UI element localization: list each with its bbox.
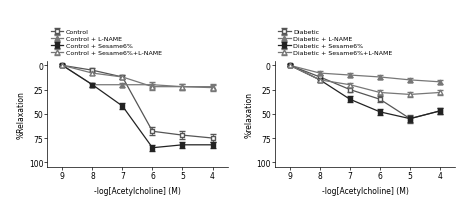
Y-axis label: %Relaxation: %Relaxation [17, 90, 26, 138]
Legend: Control, Control + L-NAME, Control + Sesame6%, Control + Sesame6%+L-NAME: Control, Control + L-NAME, Control + Ses… [51, 30, 162, 56]
Y-axis label: %relaxation: %relaxation [245, 91, 254, 137]
X-axis label: -log[Acetylcholine] (M): -log[Acetylcholine] (M) [321, 186, 409, 195]
X-axis label: -log[Acetylcholine] (M): -log[Acetylcholine] (M) [94, 186, 181, 195]
Legend: Diabetic, Diabetic + L-NAME, Diabetic + Sesame6%, Diabetic + Sesame6%+L-NAME: Diabetic, Diabetic + L-NAME, Diabetic + … [278, 30, 392, 56]
